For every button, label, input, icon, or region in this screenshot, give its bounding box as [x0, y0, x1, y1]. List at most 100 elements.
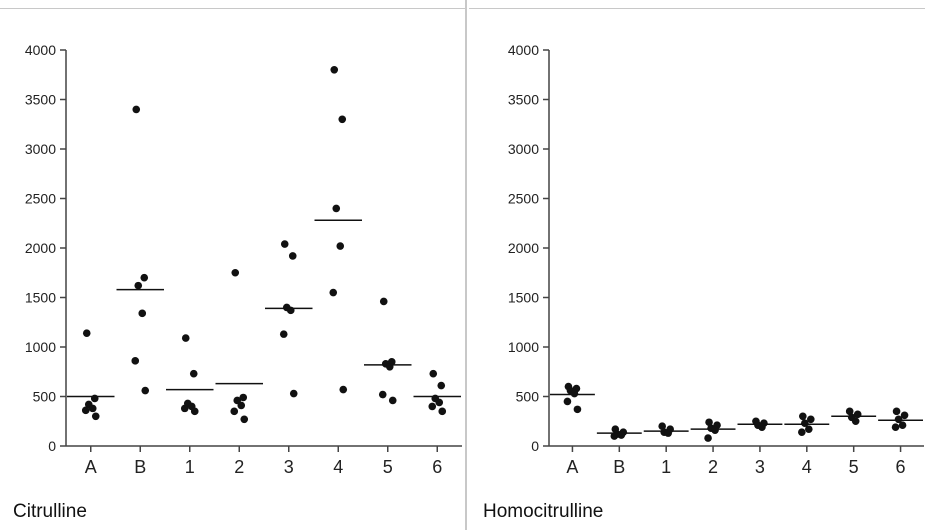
homocitrulline-title: Homocitrulline	[483, 501, 604, 522]
data-point	[758, 423, 766, 431]
data-point	[801, 419, 809, 428]
x-tick-label: 3	[755, 457, 765, 477]
homocitrulline-chart: 0 500 1000 1500 2000 2500 3000 3500 4000 A B 1 2 3 4 5 6	[508, 42, 924, 477]
data-point	[705, 418, 713, 427]
data-point	[329, 288, 338, 297]
x-tick-label: 4	[333, 457, 343, 477]
y-tick-label: 2000	[508, 240, 539, 256]
y-tick-label: 4000	[25, 42, 56, 58]
data-point	[138, 309, 147, 318]
data-point	[805, 425, 813, 433]
data-point	[711, 426, 719, 434]
data-point	[704, 434, 712, 442]
y-tick-label: 0	[48, 438, 56, 454]
data-point	[131, 357, 140, 365]
data-point	[610, 432, 619, 440]
y-tick-label: 1500	[508, 290, 539, 306]
data-point	[338, 115, 347, 124]
data-point	[428, 402, 437, 411]
x-tick-label: B	[134, 457, 146, 477]
data-point	[437, 381, 446, 390]
data-point	[189, 369, 198, 378]
y-tick-label: 500	[516, 389, 540, 405]
data-point	[230, 407, 239, 416]
data-point	[385, 363, 394, 371]
data-point	[239, 393, 248, 402]
homocitrulline-panel: 0 500 1000 1500 2000 2500 3000 3500 4000 A B 1 2 3 4 5 6…	[469, 0, 925, 530]
data-point	[658, 422, 666, 431]
y-tick-label: 0	[531, 438, 539, 454]
x-tick-label: 6	[896, 457, 906, 477]
data-point	[570, 389, 579, 398]
x-tick-label: 5	[849, 457, 859, 477]
data-point	[799, 412, 807, 421]
data-point	[429, 369, 438, 378]
x-tick-label: 2	[234, 457, 244, 477]
citrulline-panel: 0 500 1000 1500 2000 2500 3000 3500 4000 A B 1 2 3 4 5 6…	[0, 0, 467, 530]
y-tick-label: 1000	[25, 339, 56, 355]
data-point	[438, 407, 447, 416]
x-tick-label: 5	[383, 457, 393, 477]
data-point	[141, 386, 150, 395]
x-tick-label: 2	[708, 457, 718, 477]
data-point	[898, 421, 907, 430]
data-point	[853, 410, 862, 419]
data-point	[190, 407, 199, 416]
data-point	[664, 429, 672, 437]
data-point	[435, 398, 444, 407]
data-point	[132, 105, 141, 114]
data-point	[279, 330, 288, 338]
data-point	[330, 66, 339, 74]
y-tick-label: 3500	[508, 92, 539, 108]
x-tick-label: 3	[284, 457, 294, 477]
y-tick-label: 3000	[25, 141, 56, 157]
y-tick-label: 1000	[508, 339, 539, 355]
data-point	[134, 281, 143, 290]
data-point	[573, 405, 582, 414]
data-point	[181, 334, 190, 342]
data-point	[140, 273, 149, 282]
data-point	[900, 411, 909, 420]
y-tick-label: 3000	[508, 141, 539, 157]
data-point	[88, 404, 97, 413]
data-point	[336, 242, 345, 250]
data-point	[894, 415, 903, 424]
data-point	[81, 406, 90, 415]
x-tick-label: 1	[185, 457, 195, 477]
data-point	[82, 329, 91, 337]
citrulline-chart: 0 500 1000 1500 2000 2500 3000 3500 4000 A B 1 2 3 4 5 6	[25, 42, 462, 477]
data-point	[90, 394, 99, 403]
data-point	[892, 407, 901, 416]
data-point	[388, 396, 397, 405]
data-point	[851, 417, 860, 426]
data-point	[231, 268, 240, 277]
x-tick-label: 1	[661, 457, 671, 477]
data-point	[288, 252, 297, 260]
y-tick-label: 2500	[508, 191, 539, 207]
data-point	[332, 204, 341, 213]
data-point	[798, 428, 806, 436]
data-point	[378, 390, 387, 399]
data-point	[617, 431, 626, 439]
x-tick-label: A	[566, 457, 578, 477]
data-point	[91, 412, 100, 421]
data-point	[237, 401, 246, 410]
data-point	[289, 389, 298, 398]
y-tick-label: 2000	[25, 240, 56, 256]
data-point	[845, 407, 854, 416]
citrulline-title: Citrulline	[13, 501, 87, 522]
data-point	[563, 397, 572, 406]
y-tick-label: 3500	[25, 92, 56, 108]
x-tick-label: 4	[802, 457, 812, 477]
data-point	[379, 297, 388, 306]
x-tick-label: A	[85, 457, 97, 477]
y-tick-label: 4000	[508, 42, 539, 58]
data-point	[807, 415, 815, 424]
data-point	[891, 423, 900, 431]
data-point	[180, 404, 189, 413]
x-tick-label: B	[613, 457, 625, 477]
data-point	[286, 306, 295, 315]
y-tick-label: 2500	[25, 191, 56, 207]
data-point	[339, 385, 348, 394]
